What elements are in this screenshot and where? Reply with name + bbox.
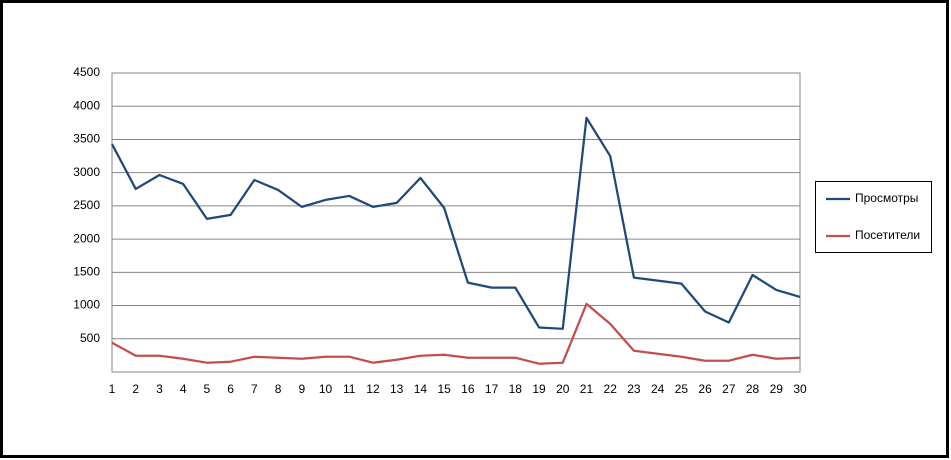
x-tick-label: 2 xyxy=(132,382,139,396)
x-tick-label: 21 xyxy=(580,382,594,396)
x-tick-label: 12 xyxy=(366,382,380,396)
legend-label: Просмотры xyxy=(855,191,918,205)
x-tick-label: 20 xyxy=(556,382,570,396)
x-tick-label: 30 xyxy=(793,382,807,396)
x-tick-label: 3 xyxy=(156,382,163,396)
y-tick-label: 4500 xyxy=(73,65,100,79)
x-tick-label: 15 xyxy=(437,382,451,396)
y-tick-label: 3500 xyxy=(73,132,100,146)
x-tick-label: 27 xyxy=(722,382,736,396)
x-tick-label: 14 xyxy=(414,382,428,396)
series-line xyxy=(111,302,801,365)
y-tick-label: 1500 xyxy=(73,265,100,279)
x-tick-label: 13 xyxy=(390,382,404,396)
legend-label: Посетители xyxy=(855,228,920,242)
series-line xyxy=(111,116,801,330)
x-tick-label: 10 xyxy=(319,382,333,396)
legend-box xyxy=(815,181,932,253)
x-tick-label: 17 xyxy=(485,382,499,396)
x-tick-label: 11 xyxy=(343,382,356,396)
x-tick-label: 9 xyxy=(298,382,305,396)
x-tick-label: 19 xyxy=(532,382,546,396)
y-tick-label: 3000 xyxy=(73,165,100,179)
y-tick-label: 1000 xyxy=(73,298,100,312)
x-tick-label: 18 xyxy=(509,382,523,396)
x-tick-label: 24 xyxy=(651,382,665,396)
x-tick-label: 22 xyxy=(604,382,618,396)
x-tick-label: 4 xyxy=(180,382,187,396)
x-tick-label: 5 xyxy=(204,382,211,396)
x-tick-label: 16 xyxy=(461,382,475,396)
y-tick-label: 4000 xyxy=(73,98,100,112)
x-tick-label: 8 xyxy=(275,382,282,396)
x-tick-label: 23 xyxy=(627,382,641,396)
y-tick-label: 500 xyxy=(80,331,100,345)
x-tick-label: 6 xyxy=(227,382,234,396)
y-tick-label: 2000 xyxy=(73,231,100,245)
x-tick-label: 26 xyxy=(698,382,712,396)
x-tick-label: 25 xyxy=(675,382,689,396)
x-tick-label: 7 xyxy=(251,382,258,396)
y-tick-label: 2500 xyxy=(73,198,100,212)
x-tick-label: 28 xyxy=(746,382,760,396)
x-tick-label: 1 xyxy=(109,382,116,396)
x-tick-label: 29 xyxy=(770,382,784,396)
